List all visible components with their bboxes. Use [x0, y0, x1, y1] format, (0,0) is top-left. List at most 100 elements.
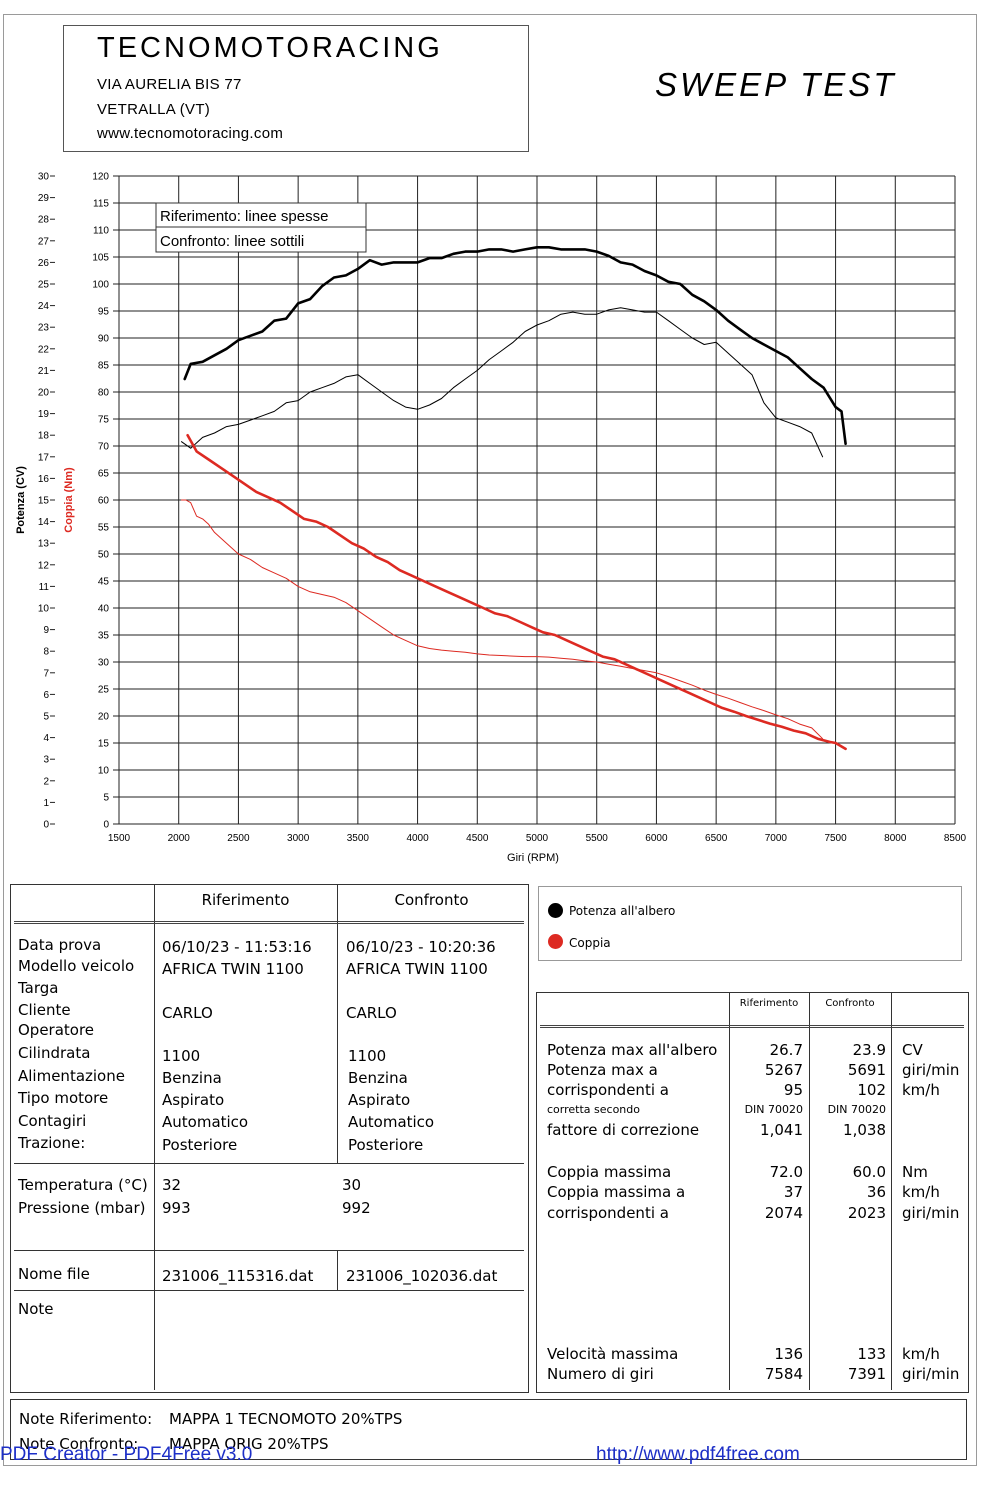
- ref-tipo-motore: Aspirato: [162, 1091, 225, 1109]
- torque-tick-label: 50: [98, 550, 110, 561]
- company-header: TECNOMOTORACING VIA AURELIA BIS 77 VETRA…: [63, 25, 529, 152]
- label-alimentazione: Alimentazione: [18, 1067, 125, 1085]
- cmp-potenza-speed: 102: [857, 1081, 886, 1099]
- company-website[interactable]: www.tecnomotoracing.com: [97, 125, 284, 142]
- pdf4free-link[interactable]: http://www.pdf4free.com: [596, 1444, 800, 1465]
- x-tick-label: 1500: [108, 833, 131, 844]
- ref-giri: 7584: [764, 1365, 803, 1383]
- power-tick-label: 26: [38, 258, 50, 269]
- notes-panel: Note Riferimento: MAPPA 1 TECNOMOTO 20%T…: [10, 1399, 967, 1460]
- x-tick-label: 5000: [526, 833, 549, 844]
- torque-tick-label: 120: [92, 172, 109, 183]
- cmp-data-prova: 06/10/23 - 10:20:36: [346, 938, 496, 956]
- results-panel: Riferimento Confronto Potenza max all'al…: [536, 992, 969, 1393]
- power-tick-label: 13: [38, 539, 50, 550]
- unit-torque-kmh: km/h: [902, 1183, 940, 1201]
- x-tick-label: 4500: [466, 833, 489, 844]
- power-tick-label: 1: [43, 798, 49, 809]
- cmp-tipo-motore: Aspirato: [348, 1091, 411, 1109]
- company-city: VETRALLA (VT): [97, 101, 211, 118]
- note-comparison-value: MAPPA ORIG 20%TPS: [169, 1435, 329, 1453]
- x-tick-label: 7500: [824, 833, 847, 844]
- legend-power: Potenza all'albero: [569, 904, 676, 918]
- torque-tick-label: 0: [103, 820, 109, 831]
- label-targa: Targa: [18, 979, 59, 997]
- ref-cilindrata: 1100: [162, 1047, 201, 1065]
- ref-norm: DIN 70020: [744, 1103, 803, 1116]
- torque-tick-label: 35: [98, 631, 110, 642]
- power-tick-label: 30: [38, 172, 50, 183]
- x-tick-label: 8000: [884, 833, 907, 844]
- label-potenza-max: Potenza max all'albero: [547, 1041, 718, 1059]
- power-tick-label: 0: [43, 820, 49, 831]
- power-tick-label: 10: [38, 604, 50, 615]
- torque-dot-icon: [548, 934, 563, 949]
- ref-trazione: Posteriore: [162, 1136, 238, 1154]
- label-cilindrata: Cilindrata: [18, 1044, 91, 1062]
- label-pressione: Pressione (mbar): [18, 1199, 146, 1217]
- power-tick-label: 17: [38, 452, 50, 463]
- torque-tick-label: 25: [98, 685, 110, 696]
- power-tick-label: 12: [38, 560, 50, 571]
- power-dot-icon: [548, 903, 563, 918]
- ref-potenza-speed: 95: [783, 1081, 803, 1099]
- torque-tick-label: 85: [98, 361, 110, 372]
- ref-contagiri: Automatico: [162, 1113, 249, 1131]
- label-temperatura: Temperatura (°C): [18, 1176, 148, 1194]
- unit-nm: Nm: [902, 1163, 928, 1181]
- x-axis-label: Giri (RPM): [507, 852, 559, 864]
- chart-grid: [118, 175, 956, 825]
- label-tipo-motore: Tipo motore: [18, 1089, 109, 1107]
- dyno-chart: 1500 2000 2500 3000 3500 4000 4500 5000 5500 6000…: [15, 172, 967, 865]
- cmp-coppia-max: 60.0: [852, 1163, 886, 1181]
- torque-tick-label: 90: [98, 334, 110, 345]
- unit-cv: CV: [902, 1041, 923, 1059]
- torque-tick-label: 65: [98, 469, 110, 480]
- ref-cliente: CARLO: [162, 1004, 213, 1022]
- cmp-modello: AFRICA TWIN 1100: [346, 960, 488, 978]
- legend-reference: Riferimento: linee spesse: [160, 208, 328, 225]
- cmp-trazione: Posteriore: [348, 1136, 424, 1154]
- cmp-velocita: 133: [857, 1345, 886, 1363]
- ref-alimentazione: Benzina: [162, 1069, 222, 1087]
- chart-axes: 1500 2000 2500 3000 3500 4000 4500 5000 5500 6000…: [38, 172, 967, 845]
- ref-coppia-rpm: 2074: [764, 1204, 803, 1222]
- torque-tick-label: 100: [92, 280, 109, 291]
- unit-speed-kmh: km/h: [902, 1345, 940, 1363]
- ref-correction: 1,041: [760, 1121, 803, 1139]
- label-velocita-massima: Velocità massima: [547, 1345, 679, 1363]
- label-contagiri: Contagiri: [18, 1112, 87, 1130]
- cmp-coppia-speed: 36: [866, 1183, 886, 1201]
- torque-tick-label: 5: [103, 793, 109, 804]
- power-tick-label: 20: [38, 388, 50, 399]
- company-address: VIA AURELIA BIS 77: [97, 76, 242, 93]
- label-operatore: Operatore: [18, 1021, 95, 1039]
- cmp-pressione: 992: [342, 1199, 371, 1217]
- power-tick-label: 11: [39, 582, 50, 593]
- unit-kmh: km/h: [902, 1081, 940, 1099]
- power-tick-label: 27: [38, 236, 50, 247]
- cmp-alimentazione: Benzina: [348, 1069, 408, 1087]
- power-tick-label: 8: [43, 647, 49, 658]
- torque-axis-label: Coppia (Nm): [63, 467, 75, 533]
- cmp-coppia-rpm: 2023: [847, 1204, 886, 1222]
- ref-potenza-max: 26.7: [769, 1041, 803, 1059]
- torque-tick-label: 110: [93, 226, 109, 237]
- x-tick-label: 3000: [287, 833, 310, 844]
- unit-rpm: giri/min: [902, 1061, 960, 1079]
- torque-tick-label: 20: [98, 712, 110, 723]
- x-tick-label: 4000: [406, 833, 429, 844]
- torque-reference-line: [186, 433, 847, 751]
- torque-comparison-line: [181, 499, 824, 740]
- power-tick-label: 19: [38, 409, 50, 420]
- label-trazione: Trazione:: [18, 1134, 86, 1152]
- x-tick-label: 6500: [705, 833, 728, 844]
- ref-coppia-speed: 37: [783, 1183, 803, 1201]
- torque-tick-label: 15: [98, 739, 110, 750]
- ref-pressione: 993: [162, 1199, 191, 1217]
- cmp-potenza-rpm: 5691: [847, 1061, 886, 1079]
- unit-speed-rpm: giri/min: [902, 1365, 960, 1383]
- cmp-norm: DIN 70020: [827, 1103, 886, 1116]
- ref-velocita: 136: [774, 1345, 803, 1363]
- torque-tick-label: 75: [98, 415, 110, 426]
